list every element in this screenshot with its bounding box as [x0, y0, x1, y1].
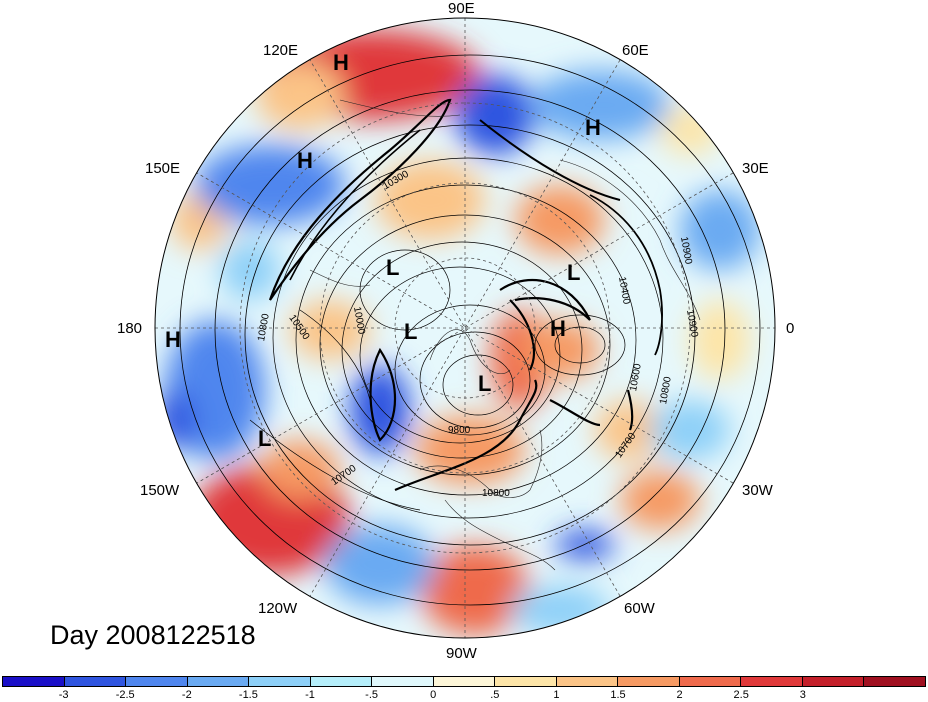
contour-label: 9800: [448, 425, 471, 436]
high-center: H: [297, 148, 313, 173]
low-center: L: [478, 371, 492, 396]
low-center: L: [386, 255, 400, 280]
lon-label-180: 180: [117, 320, 143, 337]
colorbar-label: 1.5: [610, 689, 626, 701]
colorbar-label: -1: [305, 689, 315, 701]
colorbar-label: .5: [490, 689, 500, 701]
colorbar-label: -.5: [365, 689, 379, 701]
map-title: Day 2008122518: [50, 620, 256, 650]
low-center: L: [567, 260, 581, 285]
high-center: H: [585, 115, 601, 140]
lon-label-120w: 120W: [258, 600, 298, 617]
lon-label-0: 0: [786, 320, 795, 337]
lon-label-120e: 120E: [263, 42, 299, 59]
contour-label: 10800: [482, 488, 510, 499]
colorbar-segment: [618, 677, 680, 686]
graticule: [155, 18, 775, 638]
colorbar-segment: [556, 677, 619, 686]
colorbar-label: -2: [181, 689, 192, 701]
colorbar-segment: [433, 677, 496, 686]
lon-label-90w: 90W: [446, 645, 477, 662]
colorbar-label: -3: [58, 689, 69, 701]
colorbar-label: 2: [676, 689, 683, 701]
colorbar-label: 3: [799, 689, 806, 701]
colorbar-segment: [187, 677, 250, 686]
colorbar-segment: [372, 677, 434, 686]
colorbar-segment: [310, 677, 373, 686]
low-center: L: [258, 426, 272, 451]
colorbar-segment: [864, 677, 925, 686]
high-center: H: [165, 327, 181, 352]
colorbar-segment: [802, 677, 865, 686]
lon-label-30e: 30E: [742, 160, 769, 177]
colorbar-segment: [3, 677, 65, 686]
high-center: H: [333, 50, 349, 75]
colorbar-segment: [679, 677, 742, 686]
lon-label-150e: 150E: [145, 160, 181, 177]
map-boundary: [154, 17, 776, 639]
lon-label-60w: 60W: [624, 600, 655, 617]
colorbar-segment: [741, 677, 803, 686]
lon-label-30w: 30W: [742, 482, 773, 499]
lon-label-150w: 150W: [140, 482, 180, 499]
colorbar-label: 2.5: [733, 689, 749, 701]
low-center: L: [404, 319, 418, 344]
lon-label-90e: 90E: [448, 0, 475, 17]
high-center: H: [550, 316, 566, 341]
colorbar-segment: [495, 677, 557, 686]
colorbar-label: -2.5: [115, 689, 135, 701]
colorbar-label: 1: [553, 689, 560, 701]
colorbar-label: 0: [430, 689, 437, 701]
colorbar-label: -1.5: [238, 689, 258, 701]
colorbar-segment: [126, 677, 188, 686]
lon-label-60e: 60E: [622, 42, 649, 59]
colorbar-segment: [249, 677, 311, 686]
colorbar: [2, 676, 926, 687]
colorbar-segment: [64, 677, 127, 686]
